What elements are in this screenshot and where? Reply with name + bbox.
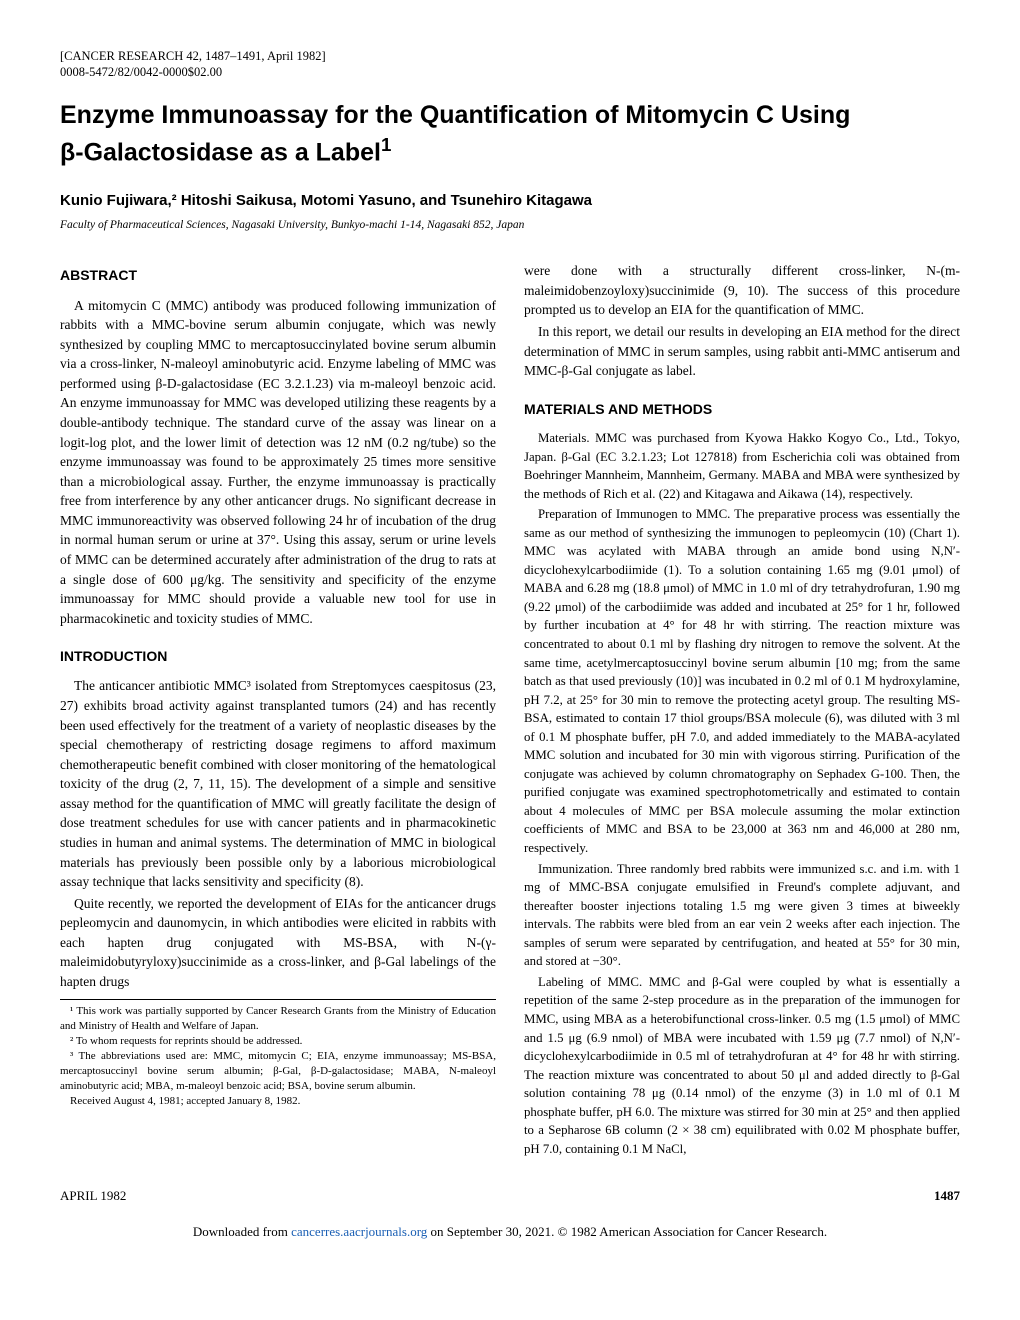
journal-header: [CANCER RESEARCH 42, 1487–1491, April 19… <box>60 48 960 81</box>
materials-paragraph: Materials. MMC was purchased from Kyowa … <box>524 429 960 503</box>
affiliation: Faculty of Pharmaceutical Sciences, Naga… <box>60 219 960 231</box>
download-link[interactable]: cancerres.aacrjournals.org <box>291 1224 427 1239</box>
footnote-3: ³ The abbreviations used are: MMC, mitom… <box>60 1049 496 1094</box>
page: [CANCER RESEARCH 42, 1487–1491, April 19… <box>0 0 1020 1290</box>
immunization-paragraph: Immunization. Three randomly bred rabbit… <box>524 860 960 971</box>
intro-continuation-2: In this report, we detail our results in… <box>524 322 960 381</box>
intro-paragraph-2: Quite recently, we reported the developm… <box>60 894 496 992</box>
intro-continuation-1: were done with a structurally different … <box>524 261 960 320</box>
download-note: Downloaded from cancerres.aacrjournals.o… <box>60 1224 960 1260</box>
abstract-heading: ABSTRACT <box>60 265 496 285</box>
materials-methods-heading: MATERIALS AND METHODS <box>524 399 960 419</box>
footnote-received: Received August 4, 1981; accepted Januar… <box>60 1094 496 1109</box>
footnote-2: ² To whom requests for reprints should b… <box>60 1034 496 1049</box>
title-line-2: β-Galactosidase as a Label <box>60 139 381 167</box>
abstract-body: A mitomycin C (MMC) antibody was produce… <box>60 296 496 629</box>
article-title: Enzyme Immunoassay for the Quantificatio… <box>60 99 960 171</box>
footnote-1: ¹ This work was partially supported by C… <box>60 1004 496 1034</box>
page-footer: APRIL 1982 1487 <box>60 1188 960 1204</box>
intro-paragraph-1: The anticancer antibiotic MMC³ isolated … <box>60 676 496 891</box>
footer-page-number: 1487 <box>934 1188 960 1204</box>
title-footnote-ref: 1 <box>381 134 391 155</box>
title-line-1: Enzyme Immunoassay for the Quantificatio… <box>60 101 850 129</box>
journal-code: 0008-5472/82/0042-0000$02.00 <box>60 64 960 80</box>
left-column: ABSTRACT A mitomycin C (MMC) antibody wa… <box>60 261 496 1160</box>
download-suffix: on September 30, 2021. © 1982 American A… <box>427 1224 827 1239</box>
two-column-body: ABSTRACT A mitomycin C (MMC) antibody wa… <box>60 261 960 1160</box>
journal-citation: [CANCER RESEARCH 42, 1487–1491, April 19… <box>60 48 960 64</box>
labeling-paragraph: Labeling of MMC. MMC and β-Gal were coup… <box>524 973 960 1158</box>
download-prefix: Downloaded from <box>193 1224 291 1239</box>
footer-month: APRIL 1982 <box>60 1188 126 1204</box>
right-column: were done with a structurally different … <box>524 261 960 1160</box>
introduction-heading: INTRODUCTION <box>60 646 496 666</box>
authors: Kunio Fujiwara,² Hitoshi Saikusa, Motomi… <box>60 192 960 209</box>
footnotes: ¹ This work was partially supported by C… <box>60 999 496 1108</box>
immunogen-paragraph: Preparation of Immunogen to MMC. The pre… <box>524 505 960 857</box>
